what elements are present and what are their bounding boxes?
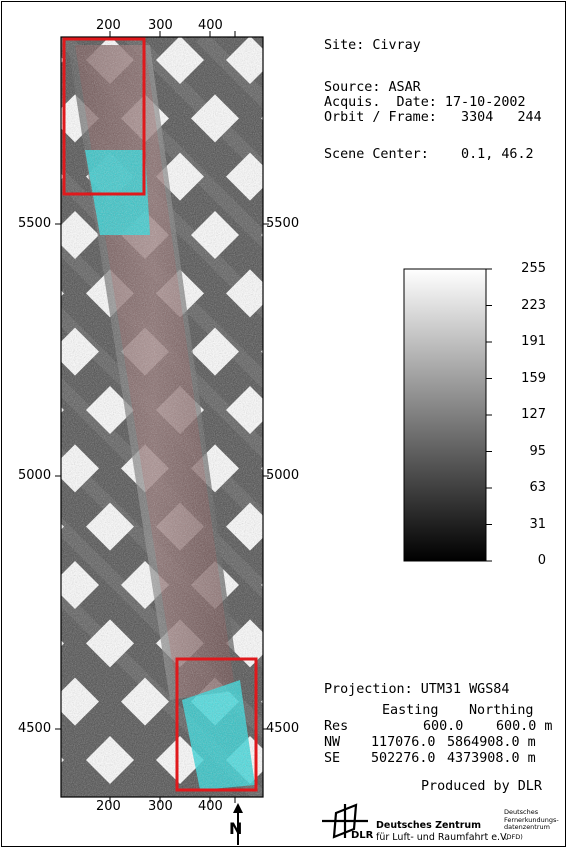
no-data-diamond xyxy=(296,386,344,434)
x-tick-bottom-200: 200 xyxy=(96,799,121,814)
produced-by: Produced by DLR xyxy=(421,779,542,794)
dlr-short: DLR xyxy=(351,830,374,841)
scene-center: Scene Center: 0.1, 46.2 xyxy=(324,147,534,162)
no-data-diamond xyxy=(61,523,64,530)
north-label: N xyxy=(229,819,243,838)
row-easting: 502276.0 xyxy=(371,751,436,766)
scale-label: 191 xyxy=(521,334,546,349)
source: Source: ASAR xyxy=(324,80,421,95)
dlr-name-line2: für Luft- und Raumfahrt e.V. xyxy=(376,832,509,843)
dlr-logo-icon xyxy=(322,803,368,839)
north-arrow-icon xyxy=(233,803,243,845)
row-label: Res xyxy=(324,719,349,734)
no-data-diamond xyxy=(61,290,64,297)
row-label: SE xyxy=(324,751,341,766)
row-easting: 600.0 xyxy=(423,719,464,734)
y-tick-right-5500: 5500 xyxy=(266,216,300,231)
dfd-line3: datenzentrum xyxy=(504,823,550,831)
no-data-diamond xyxy=(296,503,344,551)
no-data-diamond xyxy=(61,173,64,180)
no-data-diamond xyxy=(331,328,379,376)
header-easting: Easting xyxy=(382,703,439,718)
row-label: NW xyxy=(324,735,341,750)
axis-ticks xyxy=(55,31,269,803)
x-tick-top-400: 400 xyxy=(198,18,223,33)
no-data-diamond xyxy=(261,699,263,704)
row-northing: 4373908.0 m xyxy=(447,751,536,766)
acquisition-date: Acquis. Date: 17-10-2002 xyxy=(324,95,526,110)
dlr-name-line1: Deutsches Zentrum xyxy=(376,820,482,831)
map-frame xyxy=(60,36,264,798)
y-tick-left-5000: 5000 xyxy=(18,468,52,483)
scale-label: 159 xyxy=(521,370,546,386)
scale-label: 95 xyxy=(529,443,546,459)
no-data-diamond xyxy=(261,116,263,121)
map-imagery xyxy=(61,37,568,797)
no-data-diamond xyxy=(61,640,64,647)
swath-band xyxy=(551,37,568,797)
scale-label: 255 xyxy=(521,261,546,276)
y-tick-right-4500: 4500 xyxy=(266,721,300,736)
scale-label: 223 xyxy=(521,297,546,313)
site-name: Site: Civray xyxy=(324,38,421,53)
y-tick-right-5000: 5000 xyxy=(266,468,300,483)
no-data-diamond xyxy=(331,444,379,492)
scale-label: 127 xyxy=(521,407,546,422)
no-data-diamond xyxy=(331,561,379,609)
no-data-diamond xyxy=(296,269,344,317)
x-tick-top-300: 300 xyxy=(148,18,173,33)
scale-label: 63 xyxy=(529,480,546,495)
grayscale-bar xyxy=(403,268,487,562)
x-tick-top-200: 200 xyxy=(96,18,121,33)
no-data-diamond xyxy=(61,757,64,763)
dfd-line4: (DFD) xyxy=(504,833,523,841)
x-tick-bottom-400: 400 xyxy=(198,799,223,814)
highlight-box-top[interactable] xyxy=(62,37,146,196)
orbit-frame: Orbit / Frame: 3304 244 xyxy=(324,110,542,125)
no-data-diamond xyxy=(331,211,379,259)
dfd-line1: Deutsches xyxy=(504,808,539,816)
row-northing: 600.0 m xyxy=(496,719,553,734)
dfd-line2: Fernerkundungs- xyxy=(504,815,559,824)
header-northing: Northing xyxy=(469,703,534,718)
x-tick-bottom-300: 300 xyxy=(148,799,173,814)
no-data-diamond xyxy=(261,583,263,587)
row-northing: 5864908.0 m xyxy=(447,735,536,750)
no-data-diamond xyxy=(296,619,344,667)
no-data-diamond xyxy=(261,349,263,354)
highlight-box-bottom[interactable] xyxy=(175,657,258,792)
row-easting: 117076.0 xyxy=(371,735,436,750)
scale-label: 0 xyxy=(537,553,546,568)
scale-label: 31 xyxy=(529,516,546,532)
no-data-diamond xyxy=(61,57,64,63)
grayscale-legend xyxy=(403,268,492,562)
y-tick-left-5500: 5500 xyxy=(18,216,52,231)
no-data-diamond xyxy=(61,407,64,413)
y-tick-left-4500: 4500 xyxy=(18,721,52,736)
projection-title: Projection: UTM31 WGS84 xyxy=(324,682,510,697)
